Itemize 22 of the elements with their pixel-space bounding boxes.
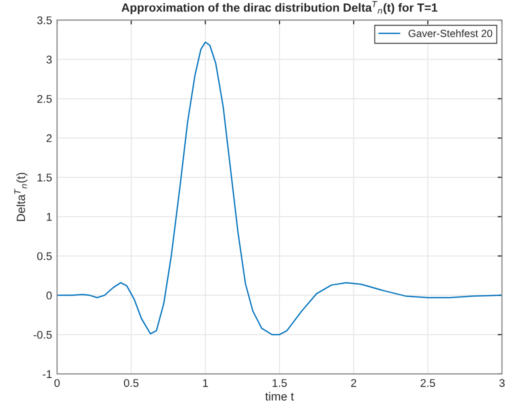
x-axis-title: time t — [265, 392, 294, 401]
x-tick-label: 2 — [351, 379, 356, 387]
line-series — [57, 41, 502, 336]
x-tick-label: 1.5 — [272, 379, 287, 387]
y-tick-label: 2.5 — [37, 94, 52, 103]
chart-title: Approximation of the dirac distribution Delta$^{T}$$_{n}$(t) for T=1 — [122, 1, 438, 14]
x-tick-label: 0.5 — [124, 379, 138, 387]
y-tick-label: 0.5 — [37, 252, 52, 260]
x-tick-label: 3 — [499, 379, 505, 387]
y-tick-label: 3.5 — [37, 16, 52, 24]
y-tick-label: -0.5 — [34, 330, 52, 339]
y-tick-label: 1.5 — [38, 174, 52, 182]
y-axis-title: Delta$^{T}$$_{n}$(t) — [14, 172, 28, 222]
x-tick-label: 2.5 — [420, 379, 436, 387]
legend-label: Gaver-Stehfest 20 — [408, 29, 492, 38]
y-tick-label: 3 — [46, 56, 52, 64]
y-tick-label: 0 — [46, 292, 52, 300]
y-tick-label: 2 — [46, 134, 52, 142]
x-tick-label: 0 — [54, 379, 60, 387]
x-tick-label: 1 — [203, 379, 208, 387]
y-tick-label: -1 — [42, 370, 52, 378]
y-tick-label: 1 — [46, 213, 52, 221]
